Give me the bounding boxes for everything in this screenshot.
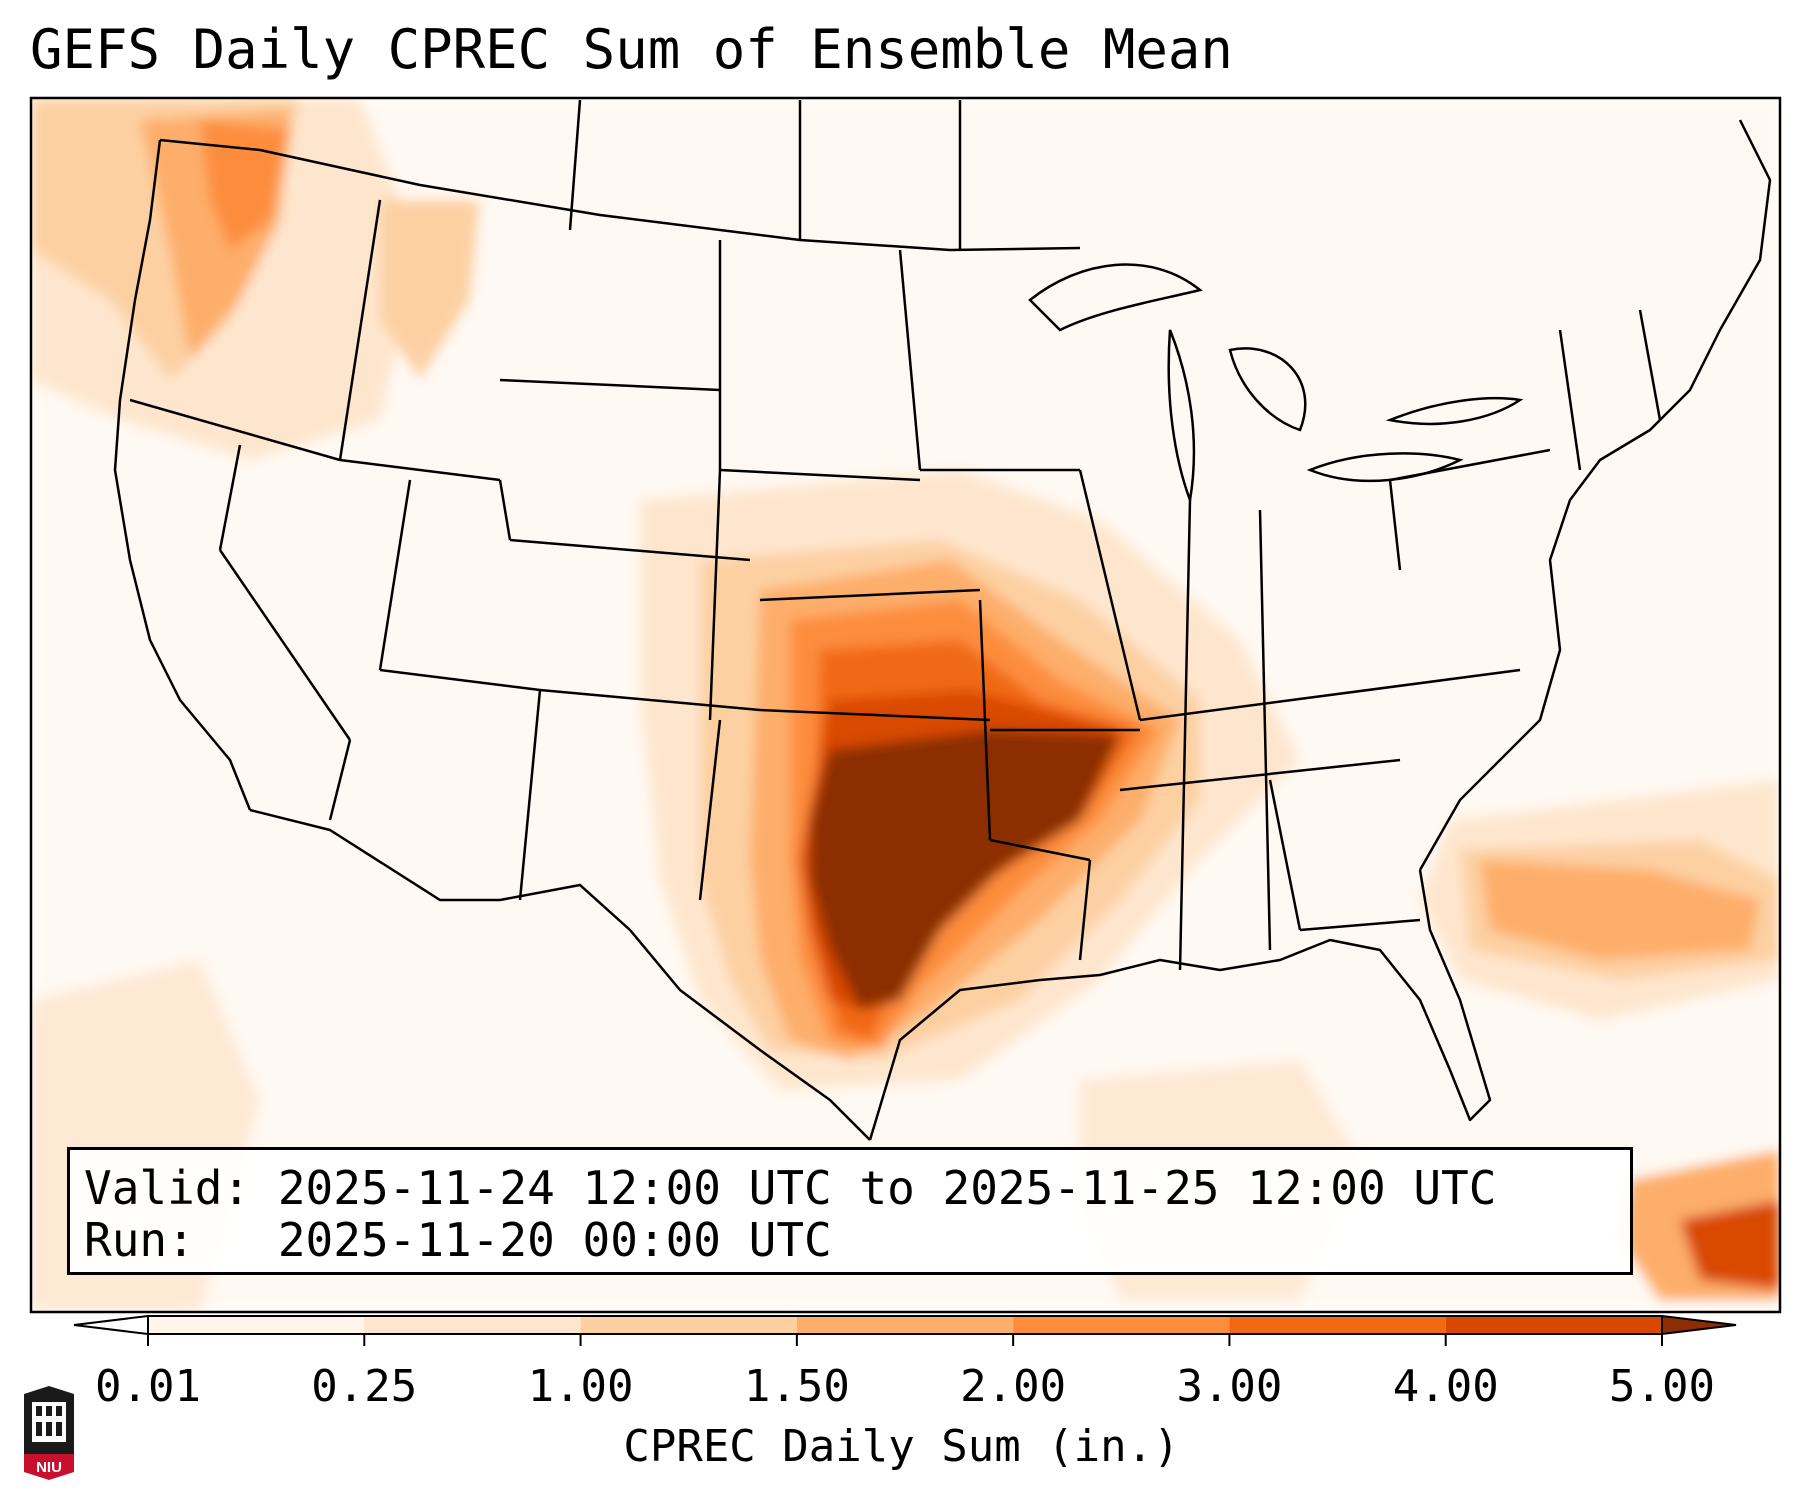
colorbar-segment — [1013, 1316, 1230, 1334]
colorbar-tick-label: 4.00 — [1392, 1361, 1499, 1412]
colorbar-frame — [147, 1315, 1663, 1335]
map-frame — [29, 96, 1782, 1314]
colorbar-tick-label: 3.00 — [1176, 1361, 1283, 1412]
colorbar-tick-label: 0.01 — [95, 1361, 201, 1412]
colorbar-segment — [1229, 1316, 1446, 1334]
valid-time-text: Valid: 2025-11-24 12:00 UTC to 2025-11-2… — [84, 1161, 1497, 1215]
colorbar-segment — [364, 1316, 581, 1334]
colorbar-under-arrow — [73, 1314, 149, 1336]
colorbar-tick-label: 5.00 — [1609, 1361, 1715, 1412]
niu-logo-icon: NIU — [24, 1386, 74, 1480]
precip-field — [31, 98, 1780, 1312]
validity-info-box: Valid: 2025-11-24 12:00 UTC to 2025-11-2… — [67, 1147, 1633, 1275]
colorbar-segment — [796, 1316, 1014, 1334]
colorbar-tick-label: 0.25 — [311, 1361, 418, 1412]
colorbar-segment — [1445, 1316, 1662, 1334]
colorbar-label: CPREC Daily Sum (in.) — [623, 1421, 1180, 1472]
colorbar-segment — [148, 1316, 365, 1334]
run-time-text: Run: 2025-11-20 00:00 UTC — [84, 1213, 832, 1267]
colorbar-tick-label: 2.00 — [960, 1361, 1067, 1412]
great-lakes — [1028, 263, 1524, 505]
colorbar-over-arrow — [1661, 1314, 1737, 1336]
colorbar-tick-label: 1.00 — [527, 1361, 634, 1412]
state-borders — [113, 99, 1772, 1141]
niu-logo: NIU — [20, 1384, 78, 1480]
chart-title: GEFS Daily CPREC Sum of Ensemble Mean — [30, 18, 1233, 81]
colorbar-segment — [580, 1316, 797, 1334]
colorbar-tick-label: 1.50 — [743, 1361, 850, 1412]
svg-text:NIU: NIU — [36, 1459, 62, 1476]
